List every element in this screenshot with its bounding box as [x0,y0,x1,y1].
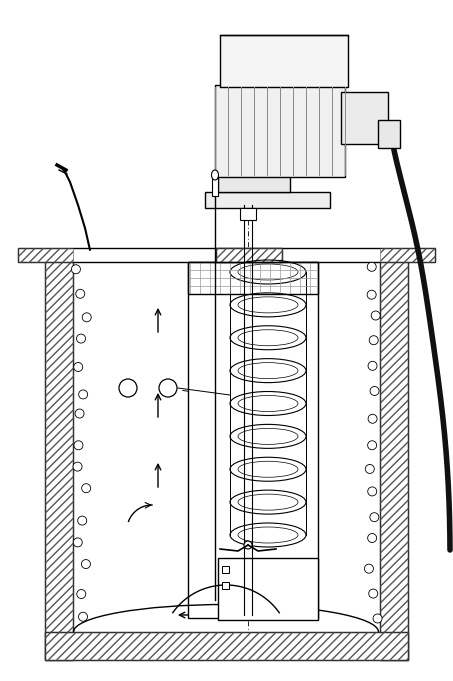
Ellipse shape [364,564,373,573]
Ellipse shape [76,289,85,298]
Ellipse shape [238,396,298,411]
Ellipse shape [368,414,377,424]
Bar [240,208,256,220]
Bar [222,566,229,573]
Bar [45,252,73,660]
Ellipse shape [369,336,378,345]
Ellipse shape [79,390,87,399]
Bar [218,558,318,620]
Bar [212,178,218,196]
Bar [216,248,282,262]
Ellipse shape [238,428,298,445]
Ellipse shape [369,589,378,598]
Ellipse shape [238,494,298,510]
Ellipse shape [119,379,137,397]
Ellipse shape [371,311,380,320]
Ellipse shape [73,538,82,547]
Ellipse shape [238,330,298,346]
Ellipse shape [368,487,377,496]
Ellipse shape [159,379,177,397]
Ellipse shape [367,290,376,299]
Bar [378,120,400,148]
Bar [45,632,408,660]
Bar [218,176,290,192]
Bar [222,582,229,589]
Bar [341,92,388,144]
Ellipse shape [74,362,83,372]
Bar [380,252,408,660]
Ellipse shape [238,264,298,280]
Ellipse shape [77,590,86,599]
Ellipse shape [238,527,298,543]
Bar [220,35,348,87]
Ellipse shape [368,362,377,370]
Ellipse shape [368,533,376,543]
Ellipse shape [238,362,298,379]
Ellipse shape [244,541,252,549]
Ellipse shape [368,441,376,449]
Ellipse shape [370,513,379,522]
Bar [215,85,345,177]
Bar [45,632,408,660]
Ellipse shape [82,313,91,322]
Bar [45,252,73,660]
Ellipse shape [77,334,86,343]
Bar [188,262,318,294]
Bar [205,192,330,208]
Ellipse shape [73,462,82,471]
Ellipse shape [212,170,218,180]
Ellipse shape [367,262,376,271]
Ellipse shape [373,614,382,623]
Bar [216,248,282,262]
Ellipse shape [365,464,374,473]
Bar [188,262,318,618]
Bar [18,248,73,262]
Bar [380,252,408,660]
Ellipse shape [78,612,87,621]
Ellipse shape [72,265,81,274]
Ellipse shape [82,560,91,569]
Ellipse shape [82,484,91,492]
Bar [380,248,435,262]
Ellipse shape [238,461,298,477]
Ellipse shape [75,409,84,418]
Bar [18,248,435,262]
Ellipse shape [370,386,379,396]
Ellipse shape [78,516,87,525]
Ellipse shape [238,297,298,313]
Ellipse shape [74,441,83,449]
